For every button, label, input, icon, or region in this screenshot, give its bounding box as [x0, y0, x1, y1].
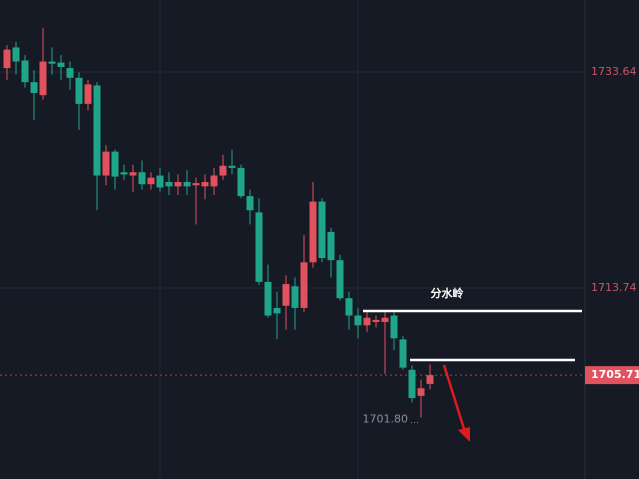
candle-body [354, 315, 362, 326]
y-tick-label: 1713.74 [591, 281, 637, 294]
candle-body [309, 201, 317, 263]
candle-body [48, 61, 56, 64]
low-label: 1701.80 [363, 413, 409, 426]
candle-body [399, 339, 407, 368]
last-price-label: 1705.71 [591, 368, 639, 381]
candle-body [111, 151, 119, 177]
candle-body [336, 260, 344, 299]
candle-body [372, 319, 380, 323]
candle-body [228, 165, 236, 168]
candle-body [246, 196, 254, 211]
candle-body [12, 47, 20, 62]
candle-body [66, 68, 74, 78]
last-price-tag [585, 366, 639, 385]
candle-body [165, 182, 173, 187]
arrow-shaft [442, 364, 467, 433]
candle-body [192, 183, 200, 186]
candle-body [282, 284, 290, 306]
candle-body [93, 85, 101, 176]
candle-body [147, 177, 155, 185]
candle-body [408, 369, 416, 399]
candle-body [21, 60, 29, 83]
candle-body [156, 175, 164, 188]
candle-body [129, 172, 137, 176]
y-tick-label: 1733.64 [591, 65, 637, 78]
candle-body [327, 231, 335, 261]
grid [159, 0, 586, 479]
candle-body [291, 286, 299, 308]
candle-body [237, 167, 245, 197]
candle-body [120, 172, 128, 175]
candle-body [300, 262, 308, 308]
candle-body [84, 84, 92, 104]
candle-body [30, 82, 38, 94]
candle-body [138, 172, 146, 185]
candle-body [264, 281, 272, 316]
candle-body [381, 317, 389, 323]
candle-body [183, 182, 191, 187]
candle-body [102, 151, 110, 176]
candle-body [390, 315, 398, 339]
candle-body [210, 175, 218, 187]
candle-body [75, 77, 83, 104]
candle-body [417, 388, 425, 396]
candle-body [426, 375, 434, 384]
candle-body [345, 298, 353, 316]
candle-body [39, 61, 47, 96]
annotation: 分水岭 [431, 286, 464, 300]
candle-body [273, 307, 281, 314]
candle-body [219, 165, 227, 176]
candle-body [3, 49, 11, 69]
candle-body [255, 212, 263, 282]
candle-body [318, 201, 326, 259]
candle-body [201, 182, 209, 187]
candle-body [363, 317, 371, 326]
arrow-head [458, 427, 470, 442]
candle-body [57, 62, 65, 67]
candle-body [174, 182, 182, 187]
